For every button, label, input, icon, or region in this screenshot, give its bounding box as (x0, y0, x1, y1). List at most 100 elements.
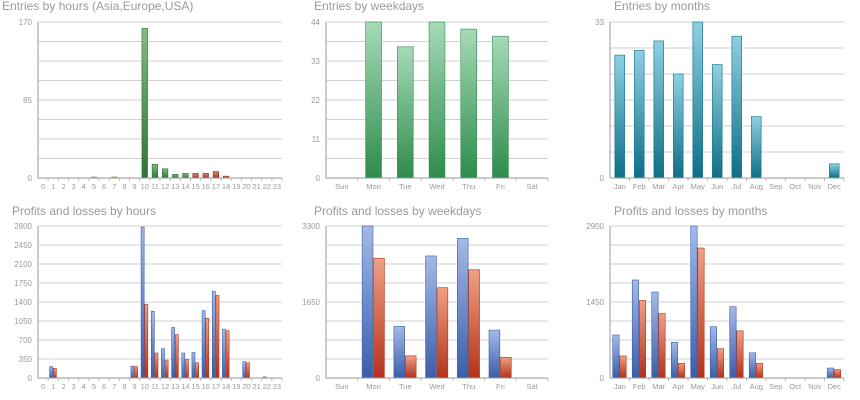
bar (634, 50, 645, 179)
x-tick-label: Sat (527, 182, 539, 191)
y-tick-label: 1050 (14, 317, 32, 326)
chart-title: Profits and losses by weekdays (314, 204, 482, 218)
bar (225, 330, 230, 379)
x-tick-label: Mon (366, 382, 381, 391)
bar (755, 363, 763, 379)
bar (144, 303, 149, 379)
panel-entries-hours: Entries by hours (Asia,Europe,USA) 0 85 17… (0, 0, 283, 195)
x-tick-label: Tue (399, 382, 412, 391)
chart-title: Entries by hours (Asia,Europe,USA) (2, 0, 194, 13)
x-tick-label: 1 (51, 382, 55, 391)
bar (161, 168, 169, 179)
x-tick-label: 9 (132, 182, 136, 191)
x-tick-label: Oct (789, 182, 802, 191)
bar (201, 310, 206, 379)
x-tick-label: Tue (399, 182, 412, 191)
bar (631, 279, 639, 379)
bar (205, 317, 210, 379)
x-tick-label: Nov (808, 382, 822, 391)
x-tick-label: Wed (429, 182, 444, 191)
x-tick-label: 20 (242, 382, 250, 391)
y-tick-label: 44 (311, 18, 320, 27)
bar (428, 21, 446, 179)
x-tick-label: 3 (71, 382, 75, 391)
bar (182, 173, 189, 179)
bar (134, 366, 138, 379)
bar (242, 361, 247, 379)
bar (619, 355, 627, 379)
panel-pl-weekdays: Profits and losses by weekdays 0 1650 3300… (286, 200, 566, 395)
x-tick-label: May (691, 182, 705, 191)
x-tick-label: 2 (61, 382, 65, 391)
x-tick-label: Jul (732, 182, 742, 191)
x-tick-label: 4 (82, 382, 86, 391)
bar (397, 46, 414, 179)
x-tick-label: 0 (41, 182, 45, 191)
bar (692, 21, 703, 179)
bar (425, 255, 437, 379)
x-tick-label: Sep (769, 382, 782, 391)
bar (500, 356, 512, 379)
x-tick-label: Thu (462, 382, 475, 391)
y-tick-label: 1750 (14, 279, 32, 288)
x-tick-label: Aug (750, 382, 763, 391)
x-tick-label: 9 (132, 382, 136, 391)
bar (690, 225, 698, 379)
x-tick-label: 17 (212, 382, 220, 391)
bar (638, 300, 646, 379)
x-tick-label: 5 (92, 382, 96, 391)
chart-title: Profits and losses by hours (12, 204, 157, 218)
y-tick-label: 170 (19, 18, 33, 27)
x-tick-label: Thu (462, 182, 475, 191)
x-tick-label: Dec (828, 382, 842, 391)
bar (833, 369, 841, 379)
x-tick-label: Fri (496, 182, 505, 191)
bar (697, 247, 705, 379)
bar (468, 269, 480, 379)
chart-title: Entries by weekdays (314, 0, 425, 13)
x-tick-label: Apr (672, 382, 684, 391)
x-tick-label: Jul (732, 382, 742, 391)
x-tick-label: 12 (161, 382, 169, 391)
x-tick-label: 14 (181, 382, 189, 391)
y-tick-label: 85 (23, 96, 32, 105)
y-tick-label: 2450 (14, 241, 32, 250)
x-tick-label: 22 (263, 382, 271, 391)
y-tick-label: 1450 (586, 298, 604, 307)
bar (436, 287, 449, 379)
x-tick-label: 8 (122, 382, 126, 391)
x-tick-label: 11 (151, 382, 159, 391)
bar (404, 355, 417, 379)
y-tick-label: 22 (311, 96, 320, 105)
y-tick-label: 1650 (302, 298, 320, 307)
bar (172, 174, 179, 179)
bar (164, 359, 169, 379)
chart-title: Entries by months (614, 0, 711, 13)
bar (130, 365, 135, 379)
x-tick-label: 15 (191, 382, 199, 391)
x-tick-label: 1 (51, 182, 55, 191)
x-tick-label: 12 (161, 182, 169, 191)
bar (49, 366, 53, 379)
bar (202, 173, 209, 179)
x-tick-label: Mar (652, 182, 665, 191)
bar (651, 291, 659, 379)
x-tick-label: Nov (808, 182, 822, 191)
chart-title: Profits and losses by months (614, 204, 768, 218)
bar (211, 290, 216, 379)
x-tick-label: 16 (202, 382, 210, 391)
x-tick-label: Wed (429, 382, 444, 391)
x-tick-label: May (691, 382, 705, 391)
bar (612, 334, 620, 379)
x-tick-label: 5 (92, 182, 96, 191)
y-tick-label: 11 (312, 135, 321, 144)
x-tick-label: 19 (232, 182, 240, 191)
x-tick-label: Jun (711, 382, 723, 391)
bar (709, 326, 717, 379)
y-tick-label: 0 (28, 174, 33, 183)
bar (751, 116, 762, 179)
bar (191, 352, 196, 379)
bar (212, 171, 220, 179)
y-tick-label: 2800 (14, 222, 32, 231)
